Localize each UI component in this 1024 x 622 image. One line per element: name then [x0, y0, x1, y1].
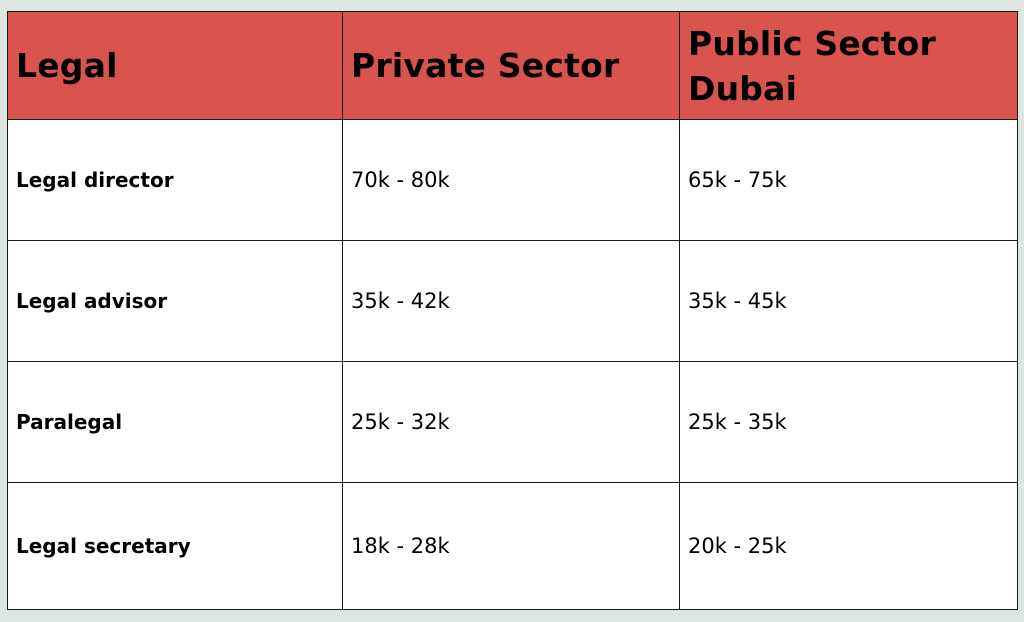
table-row: Paralegal 25k - 32k 25k - 35k: [7, 361, 1018, 483]
header-public-sector-dubai: Public Sector Dubai: [679, 11, 1018, 120]
role-cell: Legal secretary: [7, 482, 343, 610]
table-row: Legal director 70k - 80k 65k - 75k: [7, 119, 1018, 241]
header-private-sector: Private Sector: [342, 11, 680, 120]
public-salary-cell: 20k - 25k: [679, 482, 1018, 610]
header-legal: Legal: [7, 11, 343, 120]
table-row: Legal secretary 18k - 28k 20k - 25k: [7, 482, 1018, 610]
role-cell: Paralegal: [7, 361, 343, 483]
table-header: Legal Private Sector Public Sector Dubai: [7, 11, 1018, 120]
header-row: Legal Private Sector Public Sector Dubai: [7, 11, 1018, 120]
public-salary-cell: 65k - 75k: [679, 119, 1018, 241]
private-salary-cell: 35k - 42k: [342, 240, 680, 362]
private-salary-cell: 18k - 28k: [342, 482, 680, 610]
salary-table: Legal Private Sector Public Sector Dubai…: [7, 11, 1018, 610]
role-cell: Legal director: [7, 119, 343, 241]
table-row: Legal advisor 35k - 42k 35k - 45k: [7, 240, 1018, 362]
private-salary-cell: 25k - 32k: [342, 361, 680, 483]
role-cell: Legal advisor: [7, 240, 343, 362]
public-salary-cell: 35k - 45k: [679, 240, 1018, 362]
table-body: Legal director 70k - 80k 65k - 75k Legal…: [7, 119, 1018, 610]
private-salary-cell: 70k - 80k: [342, 119, 680, 241]
public-salary-cell: 25k - 35k: [679, 361, 1018, 483]
